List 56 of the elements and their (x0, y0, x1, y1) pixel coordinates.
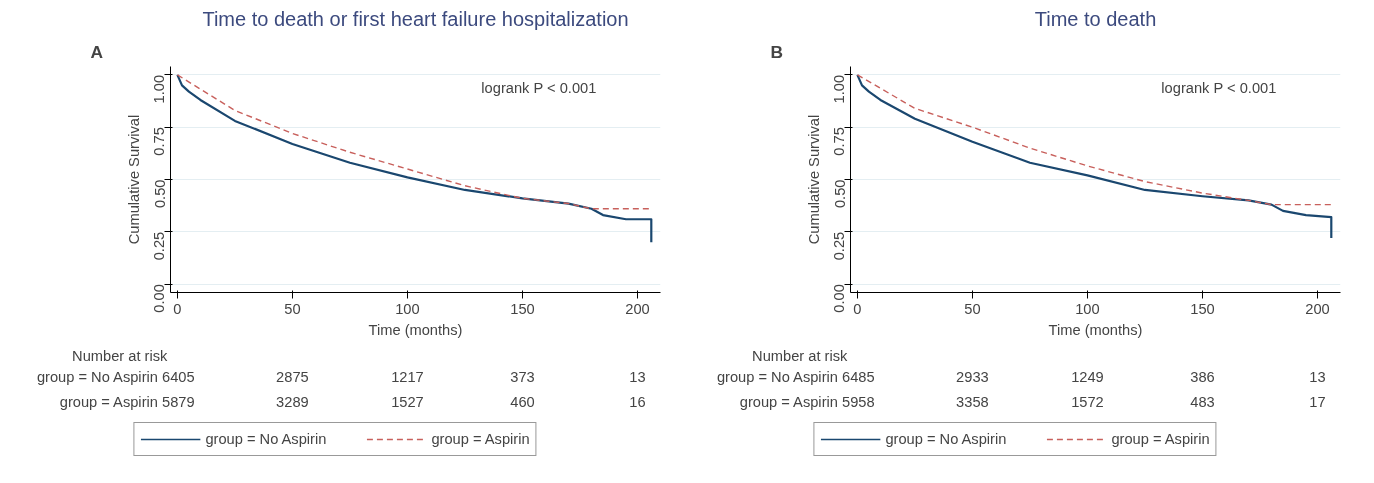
y-tick-label: 0.50 (151, 179, 168, 209)
y-tick-label: 0.00 (831, 284, 848, 313)
y-tick-label: 0.50 (831, 179, 848, 209)
y-tick-label: 0.25 (151, 231, 168, 261)
legend-label: group = No Aspirin (205, 431, 327, 447)
y-axis-title: Cumulative Survival (805, 114, 822, 245)
x-axis-title: Time (months) (1048, 321, 1143, 338)
text: 3358 (956, 394, 989, 410)
y-tick-label: 1.00 (831, 74, 848, 104)
text: 13 (1309, 368, 1326, 385)
y-tick-label: 1.00 (151, 74, 168, 104)
x-tick-label: 200 (625, 300, 650, 317)
text: group = No Aspirin 6405 (36, 368, 195, 385)
y-tick-label: 0.00 (151, 284, 168, 313)
text: 13 (629, 368, 646, 385)
x-tick-label: 0 (853, 300, 862, 317)
x-tick-label: 150 (510, 300, 535, 317)
annotation: logrank P < 0.001 (481, 79, 597, 96)
text: 1217 (391, 368, 424, 385)
x-tick-label: 100 (1075, 300, 1100, 317)
text: group = No Aspirin 6485 (716, 368, 875, 385)
chart-title: Time to death (1034, 7, 1157, 30)
text: Number at risk (752, 347, 849, 364)
annotation: logrank P < 0.001 (1161, 79, 1277, 96)
text: 386 (1190, 368, 1215, 385)
text: 16 (629, 394, 646, 410)
text: 460 (510, 394, 535, 410)
text: group = Aspirin 5879 (59, 394, 195, 410)
text: 1249 (1071, 368, 1104, 385)
x-tick-label: 50 (964, 300, 981, 317)
text: B (770, 41, 784, 62)
text: 2875 (276, 368, 309, 385)
y-tick-label: 0.75 (151, 127, 168, 156)
y-axis-title: Cumulative Survival (125, 114, 142, 245)
x-axis-title: Time (months) (368, 321, 463, 338)
text: 17 (1309, 394, 1326, 410)
text: 373 (510, 368, 535, 385)
text: 3289 (276, 394, 309, 410)
x-tick-label: 50 (284, 300, 301, 317)
y-tick-label: 0.75 (831, 127, 848, 156)
x-tick-label: 150 (1190, 300, 1215, 317)
legend-label: group = No Aspirin (885, 431, 1007, 447)
x-tick-label: 200 (1305, 300, 1330, 317)
text: 483 (1190, 394, 1215, 410)
text: 2933 (956, 368, 989, 385)
x-tick-label: 100 (395, 300, 420, 317)
text: A (90, 41, 104, 62)
legend-label: group = Aspirin (1111, 431, 1210, 447)
y-tick-label: 0.25 (831, 231, 848, 261)
text: Number at risk (72, 347, 169, 364)
legend-label: group = Aspirin (431, 431, 530, 447)
x-tick-label: 0 (173, 300, 182, 317)
chart-title: Time to death or first heart failure hospitalization (202, 7, 629, 30)
text: 1572 (1071, 394, 1104, 410)
text: 1527 (391, 394, 424, 410)
text: group = Aspirin 5958 (739, 394, 875, 410)
